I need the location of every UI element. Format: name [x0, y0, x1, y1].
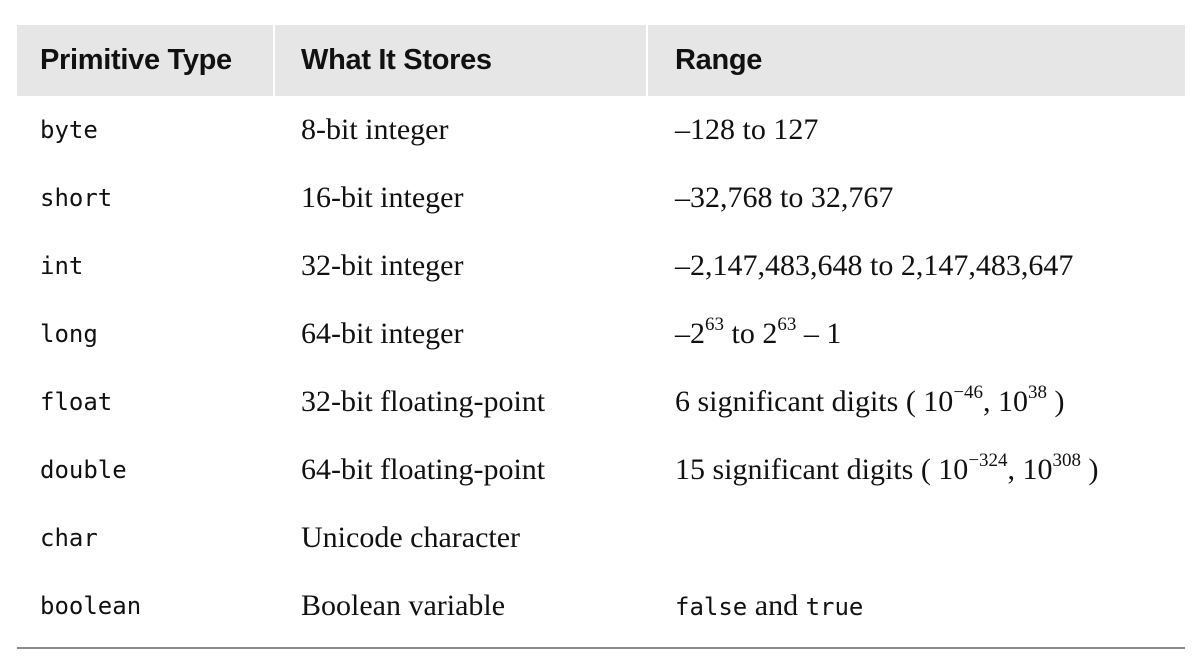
range-cell: –32,768 to 32,767	[675, 181, 894, 214]
range-text: )	[1047, 385, 1065, 418]
stores-cell: Unicode character	[301, 521, 521, 554]
range-exponent: 63	[777, 314, 797, 335]
type-cell: int	[40, 252, 84, 280]
range-cell: –263 to 263 – 1	[648, 314, 1185, 351]
false-keyword: false	[675, 593, 748, 621]
range-text: –2	[675, 317, 705, 350]
range-text: 6 significant digits ( 10	[675, 385, 954, 418]
header-what-it-stores: What It Stores	[275, 25, 648, 96]
table-row: int 32-bit integer –2,147,483,648 to 2,1…	[17, 232, 1185, 300]
type-cell: float	[40, 388, 113, 416]
range-exponent: 38	[1028, 382, 1048, 403]
range-text: )	[1081, 453, 1099, 486]
range-text: , 10	[983, 385, 1029, 418]
range-cell: –2,147,483,648 to 2,147,483,647	[675, 249, 1074, 282]
stores-cell: 32-bit integer	[301, 249, 464, 282]
stores-cell: 32-bit floating-point	[301, 385, 546, 418]
header-range: Range	[675, 44, 763, 76]
stores-cell: 64-bit floating-point	[301, 453, 546, 486]
table-row: byte 8-bit integer –128 to 127	[17, 96, 1185, 164]
range-text: , 10	[1007, 453, 1053, 486]
range-cell: false and true	[648, 589, 1185, 623]
range-exponent: −46	[953, 382, 984, 403]
stores-cell: 8-bit integer	[301, 113, 449, 146]
header-primitive-type: Primitive Type	[17, 25, 275, 96]
table-row: boolean Boolean variable false and true	[17, 572, 1185, 640]
table-row: long 64-bit integer –263 to 263 – 1	[17, 300, 1185, 368]
range-exponent: 63	[705, 314, 724, 335]
stores-cell: 64-bit integer	[301, 317, 464, 350]
type-cell: boolean	[40, 592, 142, 620]
range-text: and	[747, 589, 806, 622]
range-text: – 1	[796, 317, 842, 350]
type-cell: char	[40, 524, 98, 552]
range-cell: –128 to 127	[675, 113, 819, 146]
type-cell: long	[40, 320, 98, 348]
table-body: byte 8-bit integer –128 to 127 short 16-…	[17, 96, 1185, 640]
table-row: char Unicode character	[17, 504, 1185, 572]
table-bottom-rule	[17, 647, 1185, 649]
range-exponent: −324	[968, 450, 1008, 471]
stores-cell: Boolean variable	[301, 589, 506, 622]
table-row: float 32-bit floating-point 6 significan…	[17, 368, 1185, 436]
table-header-row: Primitive Type What It Stores Range	[17, 25, 1185, 96]
true-keyword: true	[805, 593, 864, 621]
range-cell: 6 significant digits ( 10−46, 1038 )	[648, 382, 1185, 419]
table-row: short 16-bit integer –32,768 to 32,767	[17, 164, 1185, 232]
range-exponent: 308	[1052, 450, 1082, 471]
type-cell: short	[40, 184, 113, 212]
table-row: double 64-bit floating-point 15 signific…	[17, 436, 1185, 504]
stores-cell: 16-bit integer	[301, 181, 464, 214]
range-text: 15 significant digits ( 10	[675, 453, 969, 486]
range-cell: 15 significant digits ( 10−324, 10308 )	[648, 450, 1185, 487]
type-cell: byte	[40, 116, 98, 144]
range-text: to 2	[724, 317, 778, 350]
primitive-types-table: Primitive Type What It Stores Range byte…	[17, 25, 1185, 640]
type-cell: double	[40, 456, 127, 484]
